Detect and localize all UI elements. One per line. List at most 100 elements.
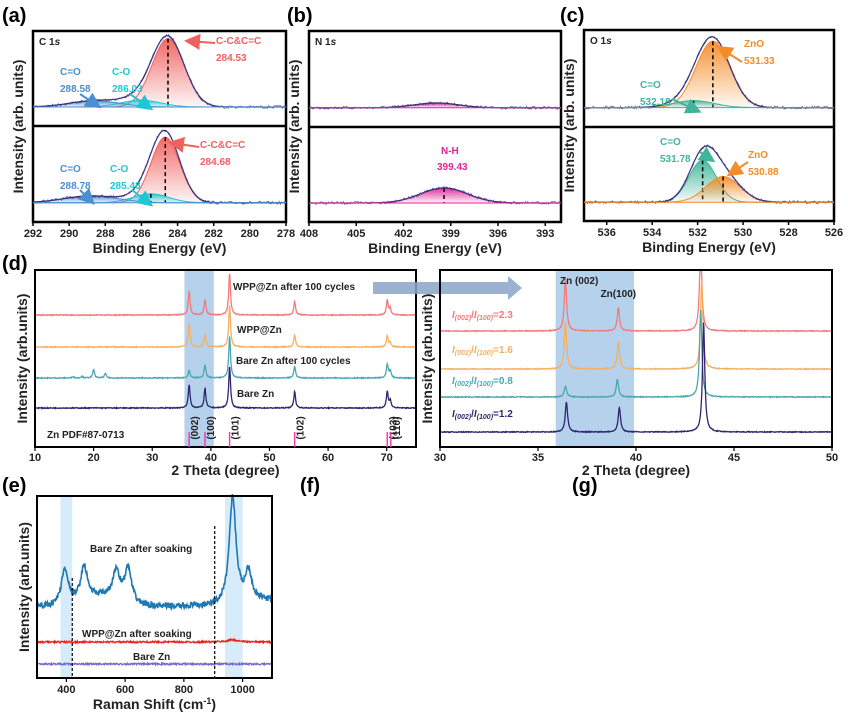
x-tick-label: 40 — [205, 452, 217, 464]
plot-frame — [34, 269, 417, 448]
highlight-band — [60, 496, 73, 678]
y-axis-label: Intensity (arb.units) — [14, 294, 30, 424]
x-axis-label: Binding Energy (eV) — [642, 239, 776, 255]
peak-annotation: 286.03 — [112, 84, 143, 95]
peak-annotation: C-C&C=C — [200, 140, 245, 151]
xrd-trace — [34, 336, 417, 380]
x-tick-label: 50 — [263, 452, 275, 464]
peak-annotation: C=O — [60, 164, 81, 175]
peak-annotation: 284.53 — [216, 53, 247, 64]
peak-annotation: Zn(100) — [601, 289, 637, 300]
panel-label: (a) — [2, 5, 26, 27]
raman-trace — [36, 661, 273, 667]
xps-panel-b: N 1s 408 405 402 399 396 393 Binding Energy (eV… — [286, 29, 563, 256]
x-tick-label: 532 — [688, 227, 706, 239]
hkl-label: (101) — [231, 416, 242, 439]
y-axis-label: Intensity (arb. units) — [286, 60, 302, 194]
xrd-trace — [440, 309, 833, 399]
raw-data-line — [309, 101, 562, 111]
y-axis-label: Intensity (arb.units) — [16, 522, 32, 652]
series-label: WPP@Zn after 100 cycles — [233, 282, 355, 293]
x-tick-label: 40 — [630, 452, 642, 464]
xrd-panel-d-left: 10 20 30 40 50 60 70 2 Theta (degree) Intensity … — [14, 269, 417, 478]
peak-fill — [584, 176, 834, 203]
peak-annotation: ZnO — [744, 39, 764, 50]
peak-annotation: Zn (002) — [560, 276, 598, 287]
peak-annotation: 288.78 — [60, 181, 91, 192]
spectrum-title: C 1s — [39, 37, 61, 48]
annotation-arrow — [79, 92, 102, 109]
x-tick-label: 292 — [24, 228, 42, 240]
panel-label: (e) — [2, 475, 26, 497]
x-tick-label: 405 — [347, 228, 365, 240]
panel-label: (g) — [572, 475, 598, 497]
panel-label: (f) — [300, 475, 320, 497]
ratio-label: I(002)/I(100)=1.6 — [452, 345, 513, 357]
raman-panel: 400 600 800 1000 Raman Shift (cm-1) Intensity… — [16, 493, 273, 712]
x-tick-label: 600 — [116, 684, 134, 696]
x-tick-label: 60 — [322, 452, 334, 464]
x-tick-label: 284 — [168, 228, 187, 240]
x-tick-label: 50 — [826, 452, 838, 464]
peak-fill — [33, 137, 286, 203]
x-tick-label: 1000 — [230, 684, 254, 696]
peak-annotation: N-H — [441, 146, 459, 157]
raw-data-line — [32, 129, 287, 206]
reference-label: Zn PDF#87-0713 — [47, 430, 125, 441]
x-tick-label: 408 — [300, 228, 318, 240]
peak-annotation: C=O — [640, 80, 661, 91]
hkl-label: (110) — [392, 417, 403, 440]
series-label: WPP@Zn after soaking — [82, 629, 192, 640]
peak-annotation: 288.58 — [60, 84, 91, 95]
ratio-label: I(002)/I(100)=0.8 — [452, 376, 513, 388]
x-tick-label: 530 — [734, 227, 752, 239]
x-tick-label: 30 — [434, 452, 446, 464]
peak-annotation: C-C&C=C — [216, 36, 261, 47]
xrd-trace — [34, 305, 417, 349]
annotation-arrow — [168, 136, 200, 153]
series-label: Bare Zn after 100 cycles — [236, 356, 351, 367]
xrd-trace — [439, 269, 833, 333]
x-axis-label: Binding Energy (eV) — [368, 240, 502, 256]
peak-fill — [33, 193, 286, 203]
series-label: Bare Zn — [133, 652, 170, 663]
zoom-arrow — [373, 276, 522, 300]
x-tick-label: 278 — [277, 228, 295, 240]
peak-annotation: 532.18 — [640, 97, 671, 108]
annotation-arrow — [697, 146, 716, 163]
plot-frame — [582, 28, 836, 223]
xps-panel-c: O 1s 536 534 532 530 528 526 Binding Energy (eV… — [561, 28, 843, 255]
x-tick-label: 400 — [57, 684, 75, 696]
hkl-label: (102) — [296, 416, 307, 439]
raman-trace — [36, 637, 273, 645]
peak-annotation: 531.78 — [660, 154, 691, 165]
ratio-label: I(002)/I(100)=2.3 — [452, 310, 513, 322]
x-tick-label: 402 — [394, 228, 412, 240]
x-axis-label: 2 Theta (degree) — [582, 462, 690, 478]
hkl-label: (103) — [388, 416, 399, 439]
x-tick-label: 70 — [381, 452, 393, 464]
x-axis-label: Binding Energy (eV) — [93, 240, 227, 256]
hkl-label: (100) — [206, 416, 217, 439]
hkl-label: (002) — [190, 416, 201, 439]
x-tick-label: 536 — [598, 227, 616, 239]
highlight-band — [225, 496, 243, 678]
x-tick-label: 526 — [825, 227, 843, 239]
x-tick-label: 528 — [779, 227, 797, 239]
x-tick-label: 534 — [643, 227, 662, 239]
peak-fill — [33, 38, 286, 107]
panel-label: (d) — [2, 253, 28, 275]
peak-fill — [584, 41, 834, 108]
spectrum-title: N 1s — [315, 37, 337, 48]
plot-frame — [36, 495, 273, 679]
y-axis-label: Intensity (arb. units) — [561, 59, 577, 193]
x-axis-label: Raman Shift (cm-1) — [93, 696, 216, 712]
x-tick-label: 35 — [532, 452, 544, 464]
xrd-trace — [34, 273, 417, 317]
x-tick-label: 396 — [489, 228, 507, 240]
panel-label: (c) — [560, 5, 584, 27]
x-tick-label: 286 — [132, 228, 150, 240]
peak-fill — [584, 160, 834, 203]
series-label: Bare Zn after soaking — [90, 544, 192, 555]
